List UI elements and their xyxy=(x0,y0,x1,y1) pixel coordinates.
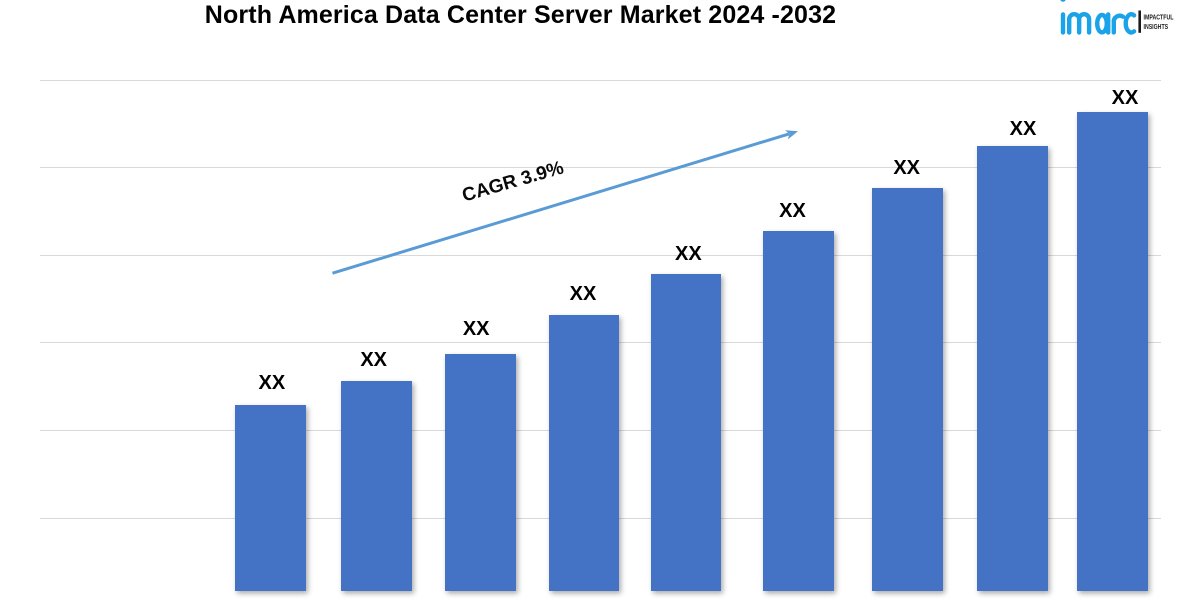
svg-text:IMPACTFUL: IMPACTFUL xyxy=(1144,12,1174,21)
svg-text:INSIGHTS: INSIGHTS xyxy=(1144,22,1169,31)
